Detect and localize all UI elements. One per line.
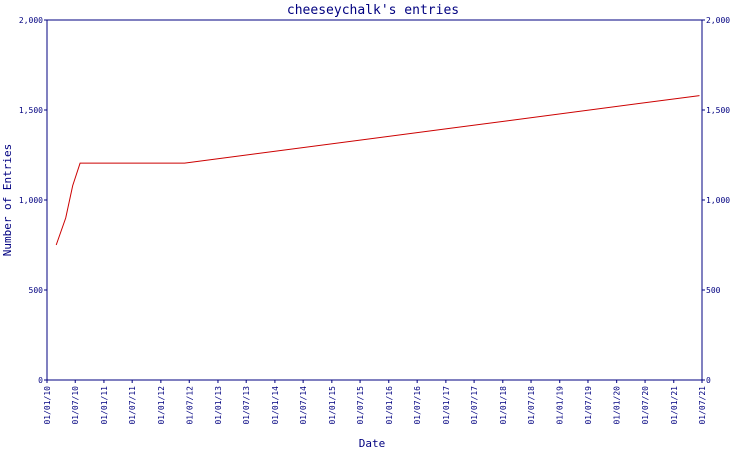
x-tick-label: 01/07/18 <box>527 386 536 425</box>
x-tick-label: 01/01/15 <box>328 386 337 425</box>
y-tick-label-left: 2,000 <box>19 16 43 25</box>
y-axis-label: Number of Entries <box>1 144 14 257</box>
x-tick-label: 01/01/11 <box>100 386 109 425</box>
x-axis-label: Date <box>359 437 386 450</box>
y-tick-label-left: 0 <box>38 376 43 385</box>
series-line <box>55 95 700 246</box>
x-tick-label: 01/07/10 <box>71 386 80 425</box>
x-tick-label: 01/01/21 <box>670 386 679 425</box>
x-tick-label: 01/01/12 <box>157 386 166 425</box>
y-tick-label-left: 1,500 <box>19 106 43 115</box>
x-tick-label: 01/01/13 <box>214 386 223 425</box>
x-tick-label: 01/07/14 <box>299 386 308 425</box>
x-tick-label: 01/07/16 <box>413 386 422 425</box>
x-tick-label: 01/01/14 <box>271 386 280 425</box>
y-tick-label-right: 1,000 <box>706 196 730 205</box>
plot-area: 0 0 500 500 1,000 1,000 1,500 1,500 2,000 2,000 01… <box>19 16 730 425</box>
x-tick-label: 01/07/11 <box>128 386 137 425</box>
x-tick-label: 01/01/20 <box>613 386 622 425</box>
x-tick-label: 01/01/18 <box>499 386 508 425</box>
x-tick-label: 01/01/10 <box>43 386 52 425</box>
x-tick-label: 01/01/16 <box>385 386 394 425</box>
y-tick-label-right: 500 <box>706 286 721 295</box>
x-tick-label: 01/07/12 <box>185 386 194 425</box>
chart-title: cheeseychalk's entries <box>287 3 459 18</box>
x-tick-label: 01/07/15 <box>356 386 365 425</box>
x-tick-label: 01/07/21 <box>698 386 707 425</box>
x-tick-label: 01/07/13 <box>242 386 251 425</box>
y-tick-label-left: 1,000 <box>19 196 43 205</box>
plot-frame <box>46 19 703 381</box>
x-tick-label: 01/01/17 <box>442 386 451 425</box>
x-tick-label: 01/07/17 <box>470 386 479 425</box>
y-tick-label-left: 500 <box>29 286 44 295</box>
x-tick-label: 01/07/19 <box>584 386 593 425</box>
x-tick-label: 01/01/19 <box>556 386 565 425</box>
y-tick-label-right: 1,500 <box>706 106 730 115</box>
x-tick-label: 01/07/20 <box>641 386 650 425</box>
y-tick-label-right: 2,000 <box>706 16 730 25</box>
y-tick-label-right: 0 <box>706 376 711 385</box>
